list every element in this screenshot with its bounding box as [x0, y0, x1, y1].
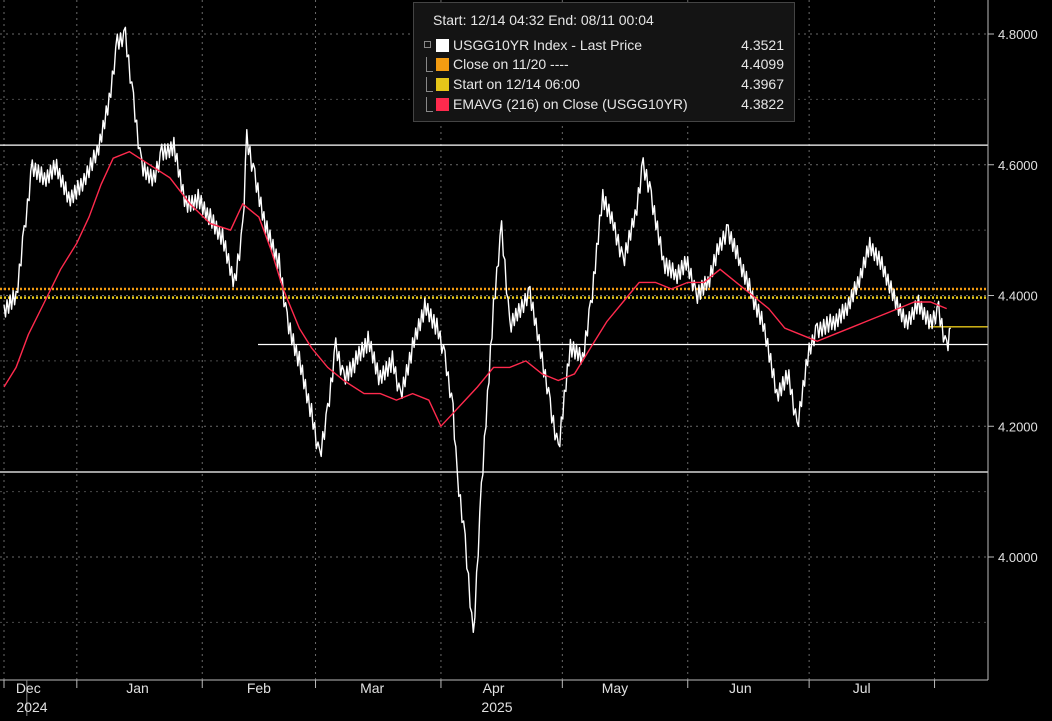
x-tick-label: Dec [16, 680, 41, 696]
y-tick-label: 4.8000 [998, 27, 1038, 42]
legend-label: Start on 12/14 06:00 [453, 76, 580, 92]
legend-swatch [436, 78, 449, 91]
tree-branch-icon [426, 97, 433, 112]
legend-swatch [436, 58, 449, 71]
legend-label: USGG10YR Index - Last Price [453, 37, 643, 53]
grid-horizontal [0, 33, 988, 623]
tree-branch-icon [426, 57, 433, 72]
y-tick-label: 4.0000 [998, 550, 1038, 565]
x-axis: Dec Jan Feb Mar Apr May Jun Jul 2024 2025 [3, 680, 936, 716]
series-group [3, 26, 951, 633]
legend-value: 4.3822 [741, 96, 784, 112]
tree-branch-icon [426, 77, 433, 92]
x-tick-label: Jan [126, 680, 149, 696]
y-axis: 4.8000 4.6000 4.4000 4.2000 4.0000 [988, 27, 1038, 565]
y-tick-label: 4.2000 [998, 419, 1038, 434]
legend-swatch [436, 39, 449, 52]
x-year-label: 2024 [16, 699, 47, 715]
y-tick-label: 4.6000 [998, 158, 1038, 173]
series-line-emavg [3, 150, 947, 428]
legend-entry: USGG10YR Index - Last Price 4.3521 [420, 37, 784, 55]
legend-header: Start: 12/14 04:32 End: 08/11 00:04 [433, 12, 654, 28]
collapse-box-icon[interactable] [424, 41, 431, 48]
legend-box: Start: 12/14 04:32 End: 08/11 00:04 USGG… [413, 2, 795, 122]
legend-entry: Start on 12/14 06:00 4.3967 [420, 76, 784, 94]
legend-value: 4.3967 [741, 76, 784, 92]
legend-value: 4.4099 [741, 56, 784, 72]
legend-value: 4.3521 [741, 37, 784, 53]
series-line-last-price [3, 26, 951, 633]
legend-entry: Close on 11/20 ---- 4.4099 [420, 56, 784, 74]
x-tick-label: Jul [853, 680, 871, 696]
x-tick-label: Jun [729, 680, 752, 696]
legend-label: EMAVG (216) on Close (USGG10YR) [453, 96, 688, 112]
legend-swatch [436, 98, 449, 111]
x-tick-label: Mar [360, 680, 384, 696]
legend-entry: EMAVG (216) on Close (USGG10YR) 4.3822 [420, 96, 784, 114]
x-year-label: 2025 [481, 699, 512, 715]
y-tick-label: 4.4000 [998, 289, 1038, 304]
x-tick-label: Feb [247, 680, 271, 696]
x-tick-label: Apr [483, 680, 505, 696]
x-tick-label: May [602, 680, 628, 696]
legend-label: Close on 11/20 ---- [453, 56, 569, 72]
